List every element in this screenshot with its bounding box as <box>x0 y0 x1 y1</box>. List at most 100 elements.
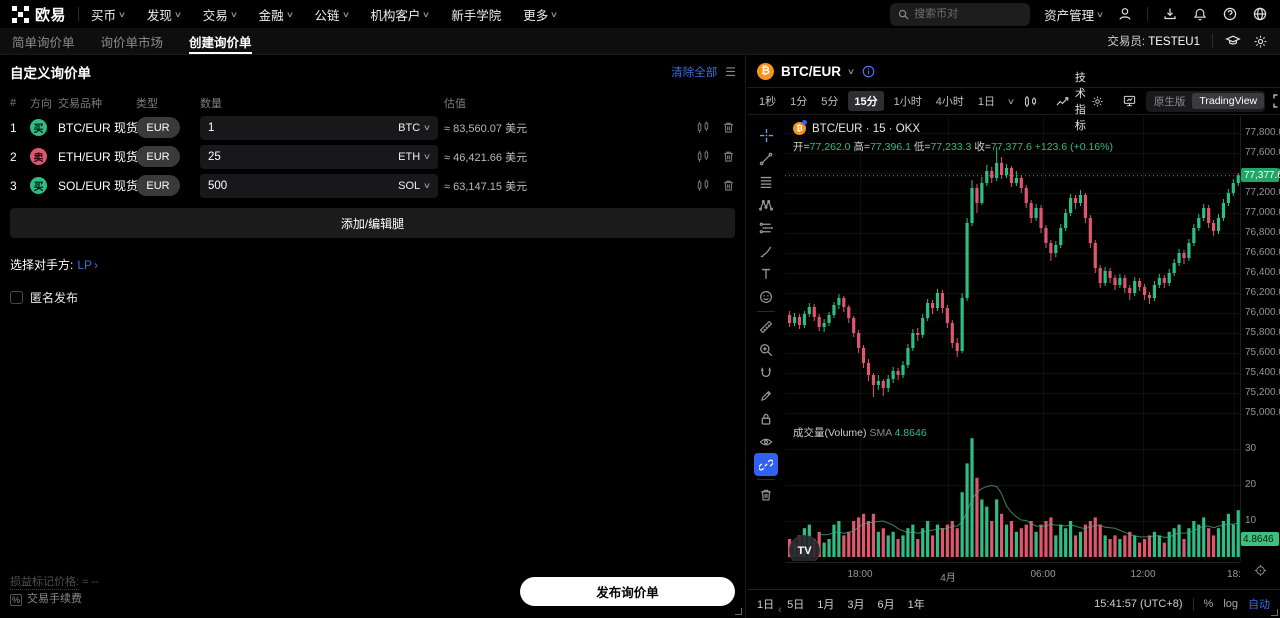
range-5日[interactable]: 5日 <box>787 599 805 611</box>
currency-pill[interactable]: EUR <box>136 117 180 138</box>
multichart-icon[interactable] <box>1122 94 1137 108</box>
list-menu-icon[interactable]: ☰ <box>725 65 736 79</box>
range-6月[interactable]: 6月 <box>877 599 895 611</box>
emoji-tool-icon[interactable] <box>754 285 778 308</box>
link-tool-icon[interactable] <box>754 453 778 476</box>
chart-resize-handle[interactable] <box>1271 609 1278 616</box>
delete-leg-icon[interactable] <box>722 121 735 134</box>
nav-item-金融[interactable]: 金融 ∨ <box>259 5 294 24</box>
crosshair-tool-icon[interactable] <box>754 124 778 147</box>
crosshair-target-icon[interactable] <box>1254 564 1267 582</box>
unit-dropdown[interactable]: SOL ∨ <box>398 179 432 192</box>
currency-pill[interactable]: EUR <box>136 146 180 167</box>
pair-chevron-icon[interactable]: ∨ <box>846 66 856 76</box>
amount-input[interactable]: 25 ETH ∨ <box>200 144 438 169</box>
rfq-panel: 自定义询价单 清除全部 ☰ # 方向 交易品种 类型 数量 估值 1 买 BTC/E… <box>0 55 746 618</box>
edit-tool-icon[interactable] <box>754 384 778 407</box>
unit-dropdown[interactable]: ETH ∨ <box>398 150 432 163</box>
info-icon[interactable] <box>861 64 876 79</box>
mode-native[interactable]: 原生版 <box>1153 95 1186 108</box>
trendline-tool-icon[interactable] <box>754 147 778 170</box>
search-input[interactable] <box>914 8 1015 20</box>
scale-auto[interactable]: 自动 <box>1248 599 1270 611</box>
pair-selector[interactable]: ETH/EUR 现货› <box>58 148 146 165</box>
nav-item-新手学院[interactable]: 新手学院 <box>451 5 501 24</box>
asset-management-menu[interactable]: 资产管理 ∨ <box>1044 5 1104 24</box>
timeframe-1日[interactable]: 1日 <box>977 96 995 108</box>
nav-item-发现[interactable]: 发现 ∨ <box>147 5 182 24</box>
chart-main[interactable]: ₿ BTC/EUR · 15 · OKX 开=77,262.0 高=77,396… <box>785 116 1240 561</box>
user-icon[interactable] <box>1117 6 1133 22</box>
timeframe-chevron-icon[interactable]: ∨ <box>1006 96 1016 106</box>
delete-leg-icon[interactable] <box>722 150 735 163</box>
time-axis[interactable]: 18:00 4月 06:00 12:00 18: <box>785 562 1241 589</box>
timeframe-15分[interactable]: 15分 <box>848 91 884 111</box>
unit-dropdown[interactable]: BTC ∨ <box>398 121 432 134</box>
scale-percent[interactable]: % <box>1203 598 1214 610</box>
nav-item-买币[interactable]: 买币 ∨ <box>91 5 126 24</box>
timeframe-1小时[interactable]: 1小时 <box>893 96 922 108</box>
expand-icon[interactable] <box>1273 94 1280 108</box>
view-chart-icon[interactable] <box>696 150 710 163</box>
pattern-tool-icon[interactable] <box>754 193 778 216</box>
settings-gear-icon[interactable] <box>1253 34 1268 49</box>
nav-item-公链[interactable]: 公链 ∨ <box>315 5 350 24</box>
ruler-tool-icon[interactable] <box>754 315 778 338</box>
range-1日[interactable]: 1日 <box>757 599 775 611</box>
text-tool-icon[interactable] <box>754 262 778 285</box>
fee-line[interactable]: % 交易手续费 <box>10 591 99 608</box>
timeframe-1分[interactable]: 1分 <box>790 96 808 108</box>
chart-pair-title[interactable]: BTC/EUR <box>781 63 841 79</box>
tab-简单询价单[interactable]: 简单询价单 <box>12 35 75 50</box>
range-1月[interactable]: 1月 <box>817 599 835 611</box>
panel-resize-handle[interactable] <box>735 608 742 615</box>
amount-input[interactable]: 1 BTC ∨ <box>200 115 438 140</box>
counterparty-link[interactable]: LP › <box>77 257 99 272</box>
price-axis[interactable]: 77,800.077,600.077,400.077,200.077,000.0… <box>1240 116 1280 561</box>
candlestick-chart[interactable] <box>785 116 1240 561</box>
amount-input[interactable]: 500 SOL ∨ <box>200 173 438 198</box>
tab-创建询价单[interactable]: 创建询价单 <box>189 28 252 54</box>
range-3月[interactable]: 3月 <box>847 599 865 611</box>
nav-item-机构客户[interactable]: 机构客户 ∨ <box>370 5 430 24</box>
okx-logo[interactable]: 欧易 <box>12 4 66 25</box>
anonymous-checkbox[interactable] <box>10 291 23 304</box>
brush-tool-icon[interactable] <box>754 239 778 262</box>
notifications-bell-icon[interactable] <box>1192 6 1208 22</box>
help-icon[interactable] <box>1222 6 1238 22</box>
collapse-toolbar-icon[interactable]: ‹ <box>778 604 782 616</box>
clear-all-link[interactable]: 清除全部 <box>671 67 718 79</box>
currency-pill[interactable]: EUR <box>136 175 180 196</box>
timeframe-1秒[interactable]: 1秒 <box>759 96 777 108</box>
pitchfork-tool-icon[interactable] <box>754 216 778 239</box>
mode-tradingview[interactable]: TradingView <box>1192 93 1265 109</box>
view-chart-icon[interactable] <box>696 121 710 134</box>
eye-tool-icon[interactable] <box>754 430 778 453</box>
add-edit-legs-button[interactable]: 添加/编辑腿 <box>10 208 735 238</box>
download-icon[interactable] <box>1162 6 1178 22</box>
nav-item-更多[interactable]: 更多 ∨ <box>523 5 558 24</box>
indicators-button[interactable]: 技术指标 <box>1056 69 1104 133</box>
tab-询价单市场[interactable]: 询价单市场 <box>100 35 164 50</box>
pair-selector[interactable]: SOL/EUR 现货› <box>58 177 146 194</box>
timeframe-4小时[interactable]: 4小时 <box>935 96 964 108</box>
view-chart-icon[interactable] <box>696 179 710 192</box>
globe-icon[interactable] <box>1252 6 1268 22</box>
pair-selector[interactable]: BTC/EUR 现货› <box>58 119 146 136</box>
chart-clock[interactable]: 15:41:57 (UTC+8) <box>1094 598 1183 610</box>
lock-tool-icon[interactable] <box>754 407 778 430</box>
indicator-gear-icon[interactable] <box>1091 95 1104 108</box>
timeframe-5分[interactable]: 5分 <box>821 96 839 108</box>
publish-rfq-button[interactable]: 发布询价单 <box>520 577 735 606</box>
range-1年[interactable]: 1年 <box>907 599 925 611</box>
trash-tool-icon[interactable] <box>754 483 778 506</box>
fib-tool-icon[interactable] <box>754 170 778 193</box>
zoom-tool-icon[interactable] <box>754 338 778 361</box>
candle-style-icon[interactable] <box>1023 95 1038 108</box>
search-box[interactable] <box>890 2 1031 26</box>
academy-cap-icon[interactable] <box>1225 33 1241 49</box>
nav-item-交易[interactable]: 交易 ∨ <box>203 5 238 24</box>
delete-leg-icon[interactable] <box>722 179 735 192</box>
scale-log[interactable]: log <box>1223 598 1238 610</box>
magnet-tool-icon[interactable] <box>754 361 778 384</box>
